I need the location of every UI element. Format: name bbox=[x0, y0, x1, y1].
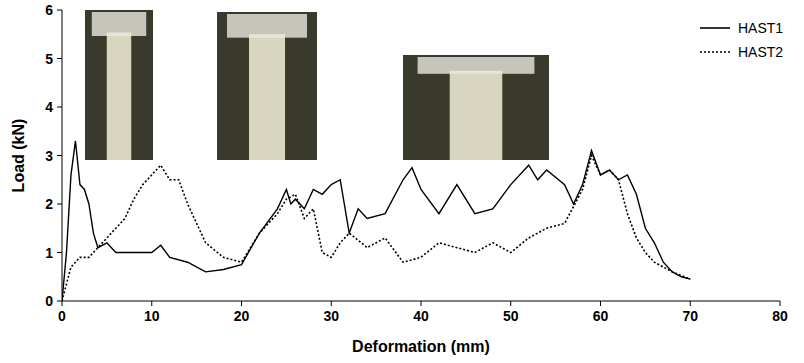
y-tick-label: 1 bbox=[45, 245, 53, 261]
x-tick-label: 60 bbox=[593, 308, 609, 324]
x-tick bbox=[331, 301, 332, 306]
x-tick bbox=[151, 301, 152, 306]
y-tick bbox=[57, 301, 62, 302]
x-tick bbox=[241, 301, 242, 306]
photo-fibres bbox=[418, 57, 535, 74]
plot-lines bbox=[62, 141, 690, 301]
x-tick bbox=[421, 301, 422, 306]
photo-inset bbox=[85, 10, 153, 160]
photo-inset bbox=[403, 55, 549, 160]
series-line bbox=[62, 156, 690, 302]
legend-swatch bbox=[700, 27, 730, 29]
x-tick bbox=[690, 301, 691, 306]
legend-swatch bbox=[700, 51, 730, 53]
y-tick-label: 6 bbox=[45, 2, 53, 18]
chart: 012345601020304050607080Deformation (mm)… bbox=[0, 0, 804, 363]
x-tick-label: 20 bbox=[234, 308, 250, 324]
x-tick bbox=[62, 301, 63, 306]
photo-specimen bbox=[249, 34, 285, 160]
y-tick bbox=[57, 10, 62, 11]
x-tick-label: 0 bbox=[58, 308, 66, 324]
x-tick-label: 80 bbox=[772, 308, 788, 324]
legend-label: HAST1 bbox=[738, 20, 783, 36]
x-tick bbox=[780, 301, 781, 306]
y-tick-label: 4 bbox=[45, 99, 53, 115]
y-tick-label: 0 bbox=[45, 293, 53, 309]
legend: HAST1 HAST2 bbox=[700, 20, 783, 60]
x-tick-label: 30 bbox=[323, 308, 339, 324]
y-tick bbox=[57, 58, 62, 59]
photo-fibres bbox=[92, 12, 146, 36]
photo-specimen bbox=[450, 71, 503, 160]
x-tick bbox=[600, 301, 601, 306]
x-tick-label: 40 bbox=[413, 308, 429, 324]
y-tick-label: 3 bbox=[45, 148, 53, 164]
y-tick-label: 2 bbox=[45, 196, 53, 212]
x-tick bbox=[510, 301, 511, 306]
photo-specimen bbox=[107, 33, 131, 161]
y-tick bbox=[57, 155, 62, 156]
y-tick-label: 5 bbox=[45, 51, 53, 67]
y-tick bbox=[57, 204, 62, 205]
photo-inset bbox=[217, 12, 317, 160]
x-axis-title: Deformation (mm) bbox=[352, 338, 490, 355]
y-tick bbox=[57, 107, 62, 108]
x-tick-label: 70 bbox=[682, 308, 698, 324]
y-axis-title: Load (kN) bbox=[10, 119, 27, 193]
x-tick-label: 10 bbox=[144, 308, 160, 324]
x-tick-label: 50 bbox=[503, 308, 519, 324]
y-tick bbox=[57, 252, 62, 253]
legend-label: HAST2 bbox=[738, 44, 783, 60]
series-line bbox=[62, 141, 690, 301]
photo-fibres bbox=[227, 14, 307, 38]
